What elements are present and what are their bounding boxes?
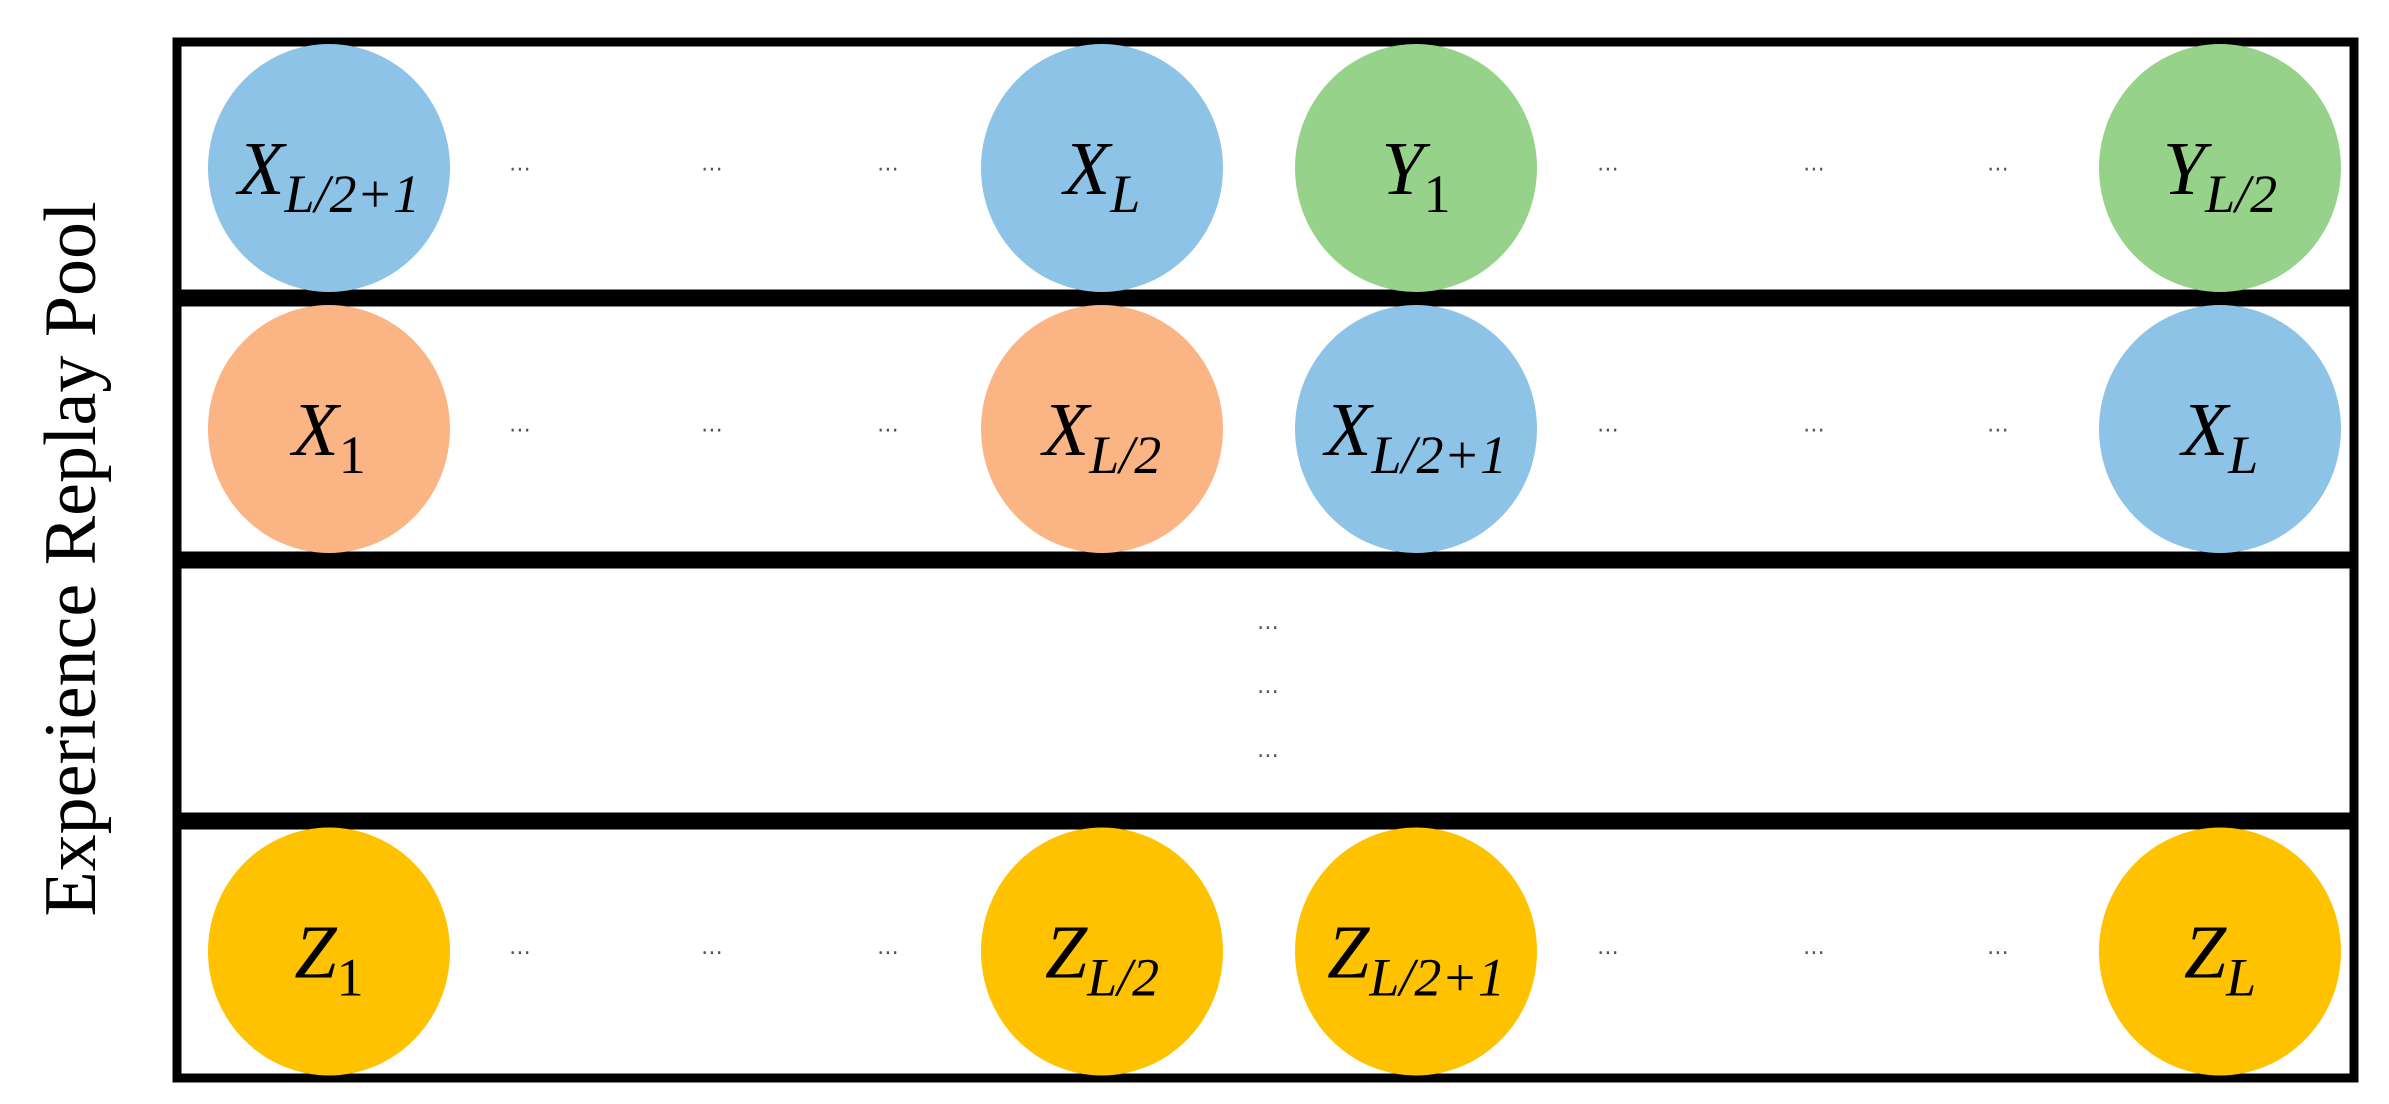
node-label: ZL (2184, 911, 2256, 1008)
node-base: Z (2184, 911, 2227, 995)
sample-node: ZL/2+1 (1295, 827, 1537, 1076)
node-label: XL/2+1 (235, 127, 420, 224)
node-circle (2099, 44, 2341, 292)
node-base: X (1322, 388, 1374, 472)
ellipsis-horizontal: ⋯ (1803, 418, 1825, 443)
node-subscript: 1 (339, 425, 366, 485)
ellipsis-horizontal: ⋯ (701, 418, 723, 443)
ellipsis-horizontal: ⋯ (1597, 418, 1619, 443)
ellipsis-horizontal: ⋯ (1987, 157, 2009, 182)
node-base: X (2179, 388, 2231, 472)
ellipsis-vertical: ⋯ (1257, 616, 1279, 641)
replay-row: ⋯ ⋯ ⋯ (172, 559, 2359, 822)
node-base: X (1061, 127, 1113, 211)
ellipsis-horizontal: ⋯ (1597, 157, 1619, 182)
ellipsis-horizontal: ⋯ (877, 157, 899, 182)
sample-node: XL/2+1 (1295, 305, 1537, 553)
ellipsis-horizontal: ⋯ (1987, 418, 2009, 443)
replay-row: Z1 ZL/2 ZL/2+1 ZL⋯ ⋯ ⋯ ⋯ ⋯ ⋯ (172, 820, 2359, 1083)
sample-node: YL/2 (2099, 44, 2341, 292)
sample-node: XL/2 (981, 305, 1223, 553)
row-border (172, 297, 2359, 561)
node-label: Z1 (294, 911, 363, 1008)
ellipsis-horizontal: ⋯ (509, 157, 531, 182)
node-circle (1295, 44, 1537, 292)
node-circle (1295, 305, 1537, 553)
node-base: X (1040, 388, 1092, 472)
ellipsis-horizontal: ⋯ (877, 941, 899, 966)
sample-node: XL (981, 44, 1223, 292)
node-circle (2099, 827, 2341, 1076)
ellipsis-vertical: ⋯ (1257, 744, 1279, 769)
node-subscript: L/2 (1088, 425, 1161, 485)
node-label: XL/2 (1040, 388, 1161, 485)
node-circle (1295, 827, 1537, 1076)
sample-node: XL/2+1 (208, 44, 450, 292)
ellipsis-horizontal: ⋯ (1597, 941, 1619, 966)
sample-node: ZL/2 (981, 827, 1223, 1076)
node-label: X1 (289, 388, 365, 485)
node-circle (2099, 305, 2341, 553)
node-label: XL (2179, 388, 2258, 485)
sample-node: Z1 (208, 827, 450, 1076)
node-label: ZL/2 (1045, 911, 1159, 1008)
row-border (172, 559, 2359, 822)
replay-row: X1 XL/2 XL/2+1 XL⋯ ⋯ ⋯ ⋯ ⋯ ⋯ (172, 297, 2359, 561)
node-subscript: 1 (337, 948, 364, 1008)
node-base: Y (1381, 127, 1431, 211)
ellipsis-horizontal: ⋯ (1803, 941, 1825, 966)
node-subscript: L/2 (1086, 948, 1159, 1008)
node-subscript: L/2+1 (1368, 948, 1504, 1008)
node-subscript: L/2+1 (1370, 425, 1506, 485)
node-base: X (289, 388, 341, 472)
ellipsis-horizontal: ⋯ (1987, 941, 2009, 966)
node-circle (981, 305, 1223, 553)
node-base: X (235, 127, 287, 211)
node-circle (208, 44, 450, 292)
node-base: Z (1045, 911, 1088, 995)
ellipsis-horizontal: ⋯ (1803, 157, 1825, 182)
ellipsis-horizontal: ⋯ (701, 941, 723, 966)
pool-label: Experience Replay Pool (30, 201, 112, 916)
node-label: XL/2+1 (1322, 388, 1507, 485)
node-circle (981, 827, 1223, 1076)
ellipsis-horizontal: ⋯ (509, 941, 531, 966)
node-label: Y1 (1381, 127, 1450, 224)
node-subscript: L (2225, 948, 2256, 1008)
node-circle (208, 305, 450, 553)
node-subscript: 1 (1424, 164, 1451, 224)
node-circle (981, 44, 1223, 292)
node-base: Y (2163, 127, 2213, 211)
sample-node: X1 (208, 305, 450, 553)
ellipsis-horizontal: ⋯ (701, 157, 723, 182)
node-subscript: L (2227, 425, 2258, 485)
sample-node: ZL (2099, 827, 2341, 1076)
node-label: XL (1061, 127, 1140, 224)
sample-node: Y1 (1295, 44, 1537, 292)
sample-node: XL (2099, 305, 2341, 553)
node-label: YL/2 (2163, 127, 2277, 224)
ellipsis-horizontal: ⋯ (509, 418, 531, 443)
replay-row: XL/2+1 XL Y1 YL/2⋯ ⋯ ⋯ ⋯ ⋯ ⋯ (172, 37, 2359, 299)
node-subscript: L/2+1 (283, 164, 419, 224)
node-circle (208, 827, 450, 1076)
row-border (172, 820, 2359, 1083)
node-base: Z (294, 911, 337, 995)
node-base: Z (1327, 911, 1370, 995)
node-label: ZL/2+1 (1327, 911, 1505, 1008)
ellipsis-vertical: ⋯ (1257, 680, 1279, 705)
ellipsis-horizontal: ⋯ (877, 418, 899, 443)
node-subscript: L (1109, 164, 1140, 224)
row-border (172, 37, 2359, 299)
node-subscript: L/2 (2204, 164, 2277, 224)
